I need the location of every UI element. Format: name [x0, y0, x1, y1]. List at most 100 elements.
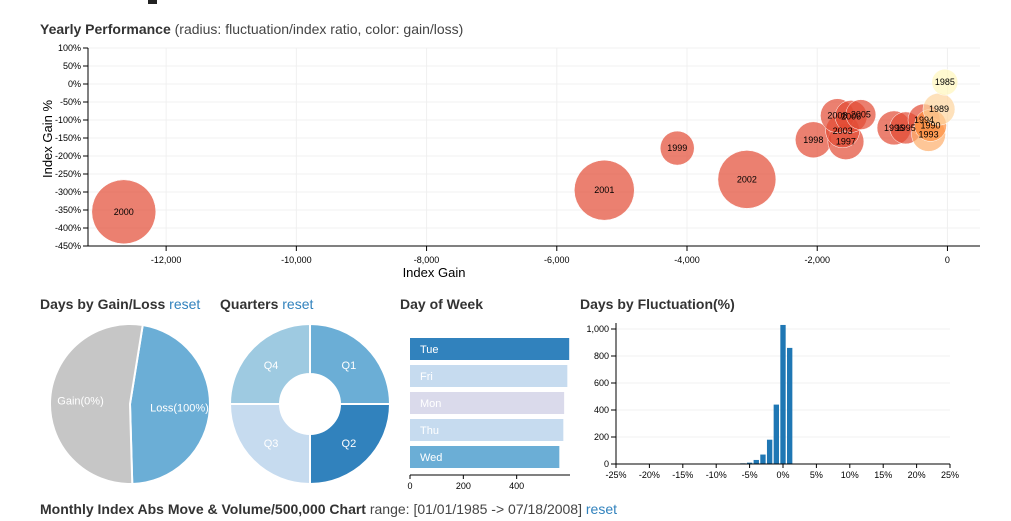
- y-tick-label: -100%: [55, 115, 81, 125]
- y-tick-label: 50%: [63, 61, 81, 71]
- y-tick-label: -150%: [55, 133, 81, 143]
- fluct-x-tick-label: -15%: [672, 470, 693, 480]
- y-tick-label: 100%: [58, 43, 81, 53]
- fluct-x-tick-label: 10%: [841, 470, 859, 480]
- bubble-label: 2002: [737, 174, 757, 184]
- pie-slice-q2: [309, 403, 392, 486]
- fluctuation-histogram[interactable]: 0 200 400 600 800 1,000 -25% -20% -15% -10% -5% 0% 5…: [578, 315, 978, 490]
- bubble-2002: [717, 150, 777, 209]
- pie-slice-q3: [228, 403, 311, 486]
- fluct-y-tick-label: 400: [594, 405, 609, 415]
- bubble-label: 1990: [921, 120, 941, 130]
- yearly-performance-heading: Yearly Performance: [40, 21, 171, 37]
- day-of-week-bar-chart[interactable]: Tue Fri Mon Thu Wed 0 200 400: [400, 318, 580, 498]
- bubble-label: 1989: [929, 104, 949, 114]
- bubble-2001: [574, 159, 635, 221]
- bubble-label: 2003: [833, 126, 853, 136]
- bubble-label: 1997: [836, 137, 856, 147]
- dow-bar-label: Tue: [420, 344, 439, 356]
- fluct-bar: [746, 462, 753, 464]
- bubble-label: 2006: [841, 111, 861, 121]
- x-tick-label: -12,000: [151, 255, 182, 265]
- yearly-performance-subtitle: (radius: fluctuation/index ratio, color:…: [174, 21, 464, 37]
- x-axis-title: Index Gain: [403, 265, 466, 280]
- fluct-x-tick-label: -25%: [605, 470, 626, 480]
- bubble-2000: [91, 179, 157, 245]
- gain-loss-pie-chart[interactable]: Loss(100%) Gain(0%): [40, 318, 220, 488]
- bubble-1985: [931, 68, 959, 96]
- monthly-reset-link[interactable]: reset: [585, 501, 618, 517]
- pie-slice-label: Loss(100%): [150, 402, 209, 414]
- y-tick-label: -200%: [55, 151, 81, 161]
- x-tick-label: -4,000: [674, 255, 700, 265]
- quarters-title: Quarters reset: [220, 296, 313, 312]
- day-of-week-heading: Day of Week: [400, 296, 483, 312]
- fluct-y-tick-label: 600: [594, 378, 609, 388]
- dow-x-tick-label: 0: [407, 481, 412, 491]
- fluct-x-tick-label: -20%: [639, 470, 660, 480]
- bubble-label: 1985: [935, 77, 955, 87]
- monthly-range-label: range:: [369, 501, 410, 517]
- dow-bar-thu: [410, 419, 564, 441]
- x-tick-label: -6,000: [544, 255, 570, 265]
- bubble-label: 1994: [914, 115, 934, 125]
- y-tick-label: -250%: [55, 169, 81, 179]
- x-tick-label: -2,000: [804, 255, 830, 265]
- y-axis-title: Index Gain %: [40, 100, 55, 178]
- monthly-range-value: [01/01/1985 -> 07/18/2008]: [413, 501, 582, 517]
- day-of-week-title: Day of Week: [400, 296, 483, 312]
- bubble-label: 1999: [667, 143, 687, 153]
- y-tick-label: -450%: [55, 241, 81, 251]
- fluct-y-tick-label: 800: [594, 351, 609, 361]
- x-tick-label: 0: [945, 255, 950, 265]
- bubble-2005: [845, 99, 877, 130]
- dow-bar-mon: [410, 392, 565, 414]
- top-cropped-heading-fragment: [148, 0, 157, 4]
- monthly-chart-title: Monthly Index Abs Move & Volume/500,000 …: [40, 501, 617, 517]
- dow-bar-label: Fri: [420, 371, 433, 383]
- pie-slice-gain0: [49, 323, 144, 485]
- dow-bar-wed: [410, 446, 560, 468]
- fluct-bar: [787, 347, 793, 464]
- fluct-x-tick-label: 15%: [874, 470, 892, 480]
- bubble-label: 1998: [803, 135, 823, 145]
- y-tick-label: -400%: [55, 223, 81, 233]
- fluct-y-tick-label: 1,000: [586, 324, 609, 334]
- fluct-bar: [766, 439, 773, 464]
- bubble-1999: [659, 130, 695, 166]
- pie-slice-label: Q1: [342, 360, 357, 372]
- fluct-bar: [780, 324, 786, 464]
- gain-loss-title: Days by Gain/Loss reset: [40, 296, 200, 312]
- dow-bar-label: Thu: [420, 425, 439, 437]
- quarters-donut-chart[interactable]: Q1 Q2 Q3 Q4: [220, 318, 400, 488]
- dow-x-tick-label: 200: [456, 481, 471, 491]
- bubble-label: 2008: [827, 111, 847, 121]
- fluct-bar: [760, 454, 766, 464]
- yearly-performance-bubble-chart[interactable]: 100% 50% 0% -50% -100% -150% -200% -250% -300% -3…: [0, 40, 1011, 285]
- y-tick-label: -50%: [60, 97, 81, 107]
- fluct-x-tick-label: -5%: [742, 470, 758, 480]
- pie-slice-label: Q2: [342, 438, 357, 450]
- bubble-label: 2000: [114, 207, 134, 217]
- dow-x-tick-label: 400: [509, 481, 524, 491]
- dow-bar-label: Wed: [420, 452, 442, 464]
- y-tick-label: -300%: [55, 187, 81, 197]
- bubble-label: 1993: [919, 129, 939, 139]
- dow-bar-label: Mon: [420, 398, 441, 410]
- quarters-reset-link[interactable]: reset: [282, 296, 314, 312]
- fluct-y-tick-label: 200: [594, 432, 609, 442]
- pie-slice-q4: [228, 322, 311, 405]
- y-tick-label: -350%: [55, 205, 81, 215]
- bubble-label: 2001: [594, 185, 614, 195]
- fluct-bar: [773, 404, 779, 464]
- bubble-label: 2005: [851, 110, 871, 120]
- dow-bar-tue: [410, 338, 570, 360]
- bubble-label: 1995: [896, 123, 916, 133]
- monthly-chart-heading: Monthly Index Abs Move & Volume/500,000 …: [40, 501, 366, 517]
- gain-loss-heading: Days by Gain/Loss: [40, 296, 166, 312]
- pie-slice-label: Q3: [264, 438, 279, 450]
- quarters-heading: Quarters: [220, 296, 279, 312]
- fluct-x-tick-label: -10%: [706, 470, 727, 480]
- gain-loss-reset-link[interactable]: reset: [169, 296, 201, 312]
- fluctuation-title: Days by Fluctuation(%): [580, 296, 735, 312]
